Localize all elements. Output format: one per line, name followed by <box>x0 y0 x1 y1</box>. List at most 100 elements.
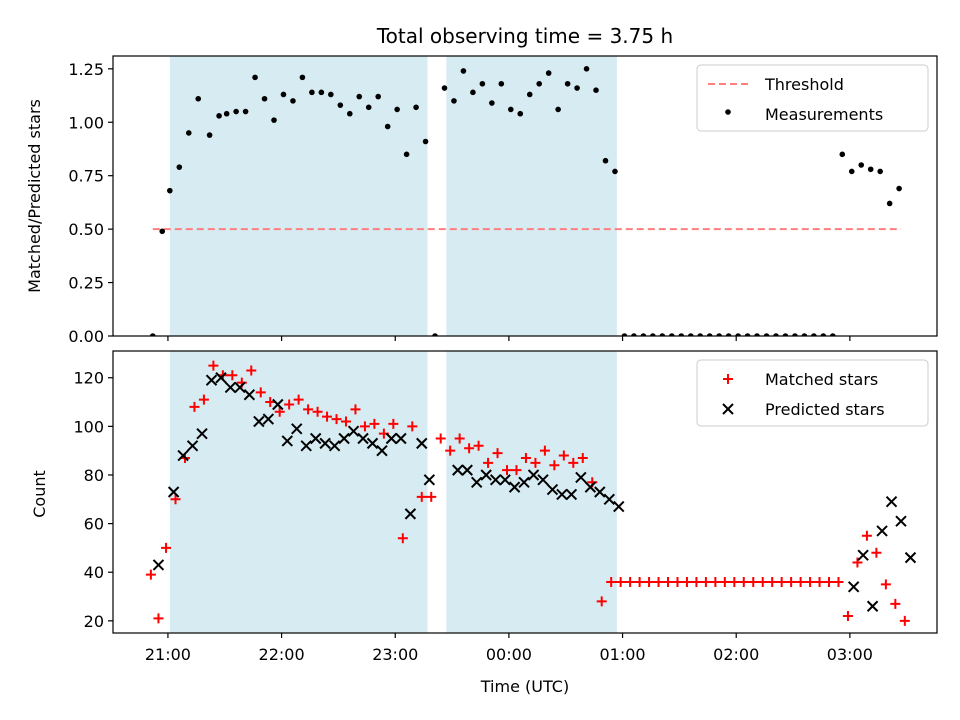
predicted-star-point <box>556 488 568 501</box>
matched-star-point <box>539 445 550 456</box>
measurement-point <box>830 333 836 336</box>
predicted-star-point <box>385 432 398 445</box>
predicted-star-point <box>594 486 606 498</box>
measurement-point <box>536 80 543 87</box>
y-tick-label: 1.25 <box>68 60 104 79</box>
measurement-point <box>346 110 353 117</box>
legend-label: Measurements <box>765 105 883 124</box>
measurement-point <box>612 168 618 175</box>
measurement-point <box>678 333 685 336</box>
matched-star-point <box>767 576 778 587</box>
y-tick-label: 80 <box>84 466 104 485</box>
legend-box <box>696 359 929 427</box>
matched-star-point <box>568 457 579 468</box>
measurement-point <box>517 110 524 117</box>
matched-star-point <box>738 576 749 587</box>
y-tick-label: 0.75 <box>68 167 104 186</box>
predicted-star-point <box>575 471 587 484</box>
matched-star-point <box>492 448 503 459</box>
predicted-star-point <box>347 425 360 437</box>
matched-star-point <box>833 576 844 587</box>
measurement-point <box>659 333 666 336</box>
matched-star-point <box>511 465 522 476</box>
measurement-point <box>555 106 561 113</box>
predicted-star-point <box>309 432 322 445</box>
legend-predicted-swatch <box>722 403 734 415</box>
predicted-star-point <box>613 500 625 513</box>
x-tick-label: 22:00 <box>259 645 305 664</box>
predicted-star-point <box>904 551 917 564</box>
predicted-star-point <box>499 474 511 486</box>
matched-star-point <box>246 365 257 376</box>
predicted-star-point <box>537 474 549 486</box>
matched-star-point <box>824 576 835 587</box>
measurement-point <box>365 104 372 111</box>
matched-star-point <box>814 576 825 587</box>
matched-star-point <box>852 557 863 568</box>
predicted-star-point <box>328 440 341 452</box>
measurement-point <box>195 95 202 102</box>
measurement-point <box>564 80 571 87</box>
matched-star-point <box>710 576 721 587</box>
predicted-star-point <box>866 600 879 612</box>
matched-star-point <box>899 615 910 626</box>
matched-star-point <box>340 416 351 427</box>
measurement-point <box>650 333 656 336</box>
y-tick-label: 40 <box>84 563 104 582</box>
measurement-point <box>167 187 173 194</box>
measurement-point <box>176 164 183 170</box>
matched-star-point <box>596 596 607 607</box>
matched-star-point <box>748 576 759 587</box>
predicted-star-point <box>224 381 237 394</box>
measurement-point <box>716 333 722 336</box>
matched-star-point <box>880 579 891 590</box>
measurement-point <box>583 66 590 72</box>
measurement-point <box>470 89 476 96</box>
predicted-star-point <box>338 432 350 445</box>
predicted-star-point <box>603 493 616 506</box>
matched-star-point <box>464 443 475 454</box>
measurement-point <box>206 132 213 138</box>
bottom-y-axis-label: Count <box>30 470 49 518</box>
matched-star-point <box>625 576 636 587</box>
measurement-point <box>233 108 239 115</box>
matched-star-point <box>719 576 730 587</box>
shaded-interval <box>169 56 428 336</box>
measurement-point <box>574 85 580 91</box>
matched-star-point <box>255 387 266 398</box>
measurement-point <box>309 89 315 96</box>
measurement-point <box>356 93 363 100</box>
chart-title: Total observing time = 3.75 h <box>376 24 673 48</box>
matched-star-point <box>861 530 872 541</box>
matched-star-point <box>331 414 342 425</box>
measurement-point <box>489 100 495 106</box>
matched-star-point <box>454 433 465 444</box>
predicted-star-point <box>404 508 417 520</box>
measurement-point <box>896 185 902 192</box>
x-tick-label: 01:00 <box>599 645 645 664</box>
predicted-star-point <box>272 398 284 411</box>
matched-star-point <box>890 598 901 609</box>
measurement-point <box>640 333 647 336</box>
legend-label: Threshold <box>764 75 844 94</box>
x-tick-label: 00:00 <box>486 645 532 664</box>
matched-star-point <box>416 491 427 502</box>
measurement-point <box>441 85 448 91</box>
predicted-star-point <box>196 427 208 440</box>
predicted-star-point <box>895 515 907 527</box>
top-legend: Threshold Measurements <box>696 64 929 132</box>
predicted-star-point <box>416 437 428 450</box>
measurement-point <box>413 104 419 111</box>
matched-star-point <box>729 576 740 587</box>
predicted-star-point <box>281 435 293 447</box>
matched-star-point <box>776 576 787 587</box>
y-tick-label: 0.00 <box>68 327 104 346</box>
y-tick-label: 60 <box>84 515 104 534</box>
matched-star-point <box>369 418 380 429</box>
matched-star-point <box>530 457 541 468</box>
matched-star-point <box>700 576 711 587</box>
measurement-point <box>697 333 704 336</box>
measurement-point <box>621 333 628 336</box>
measurement-point <box>754 333 760 336</box>
matched-star-point <box>634 576 645 587</box>
